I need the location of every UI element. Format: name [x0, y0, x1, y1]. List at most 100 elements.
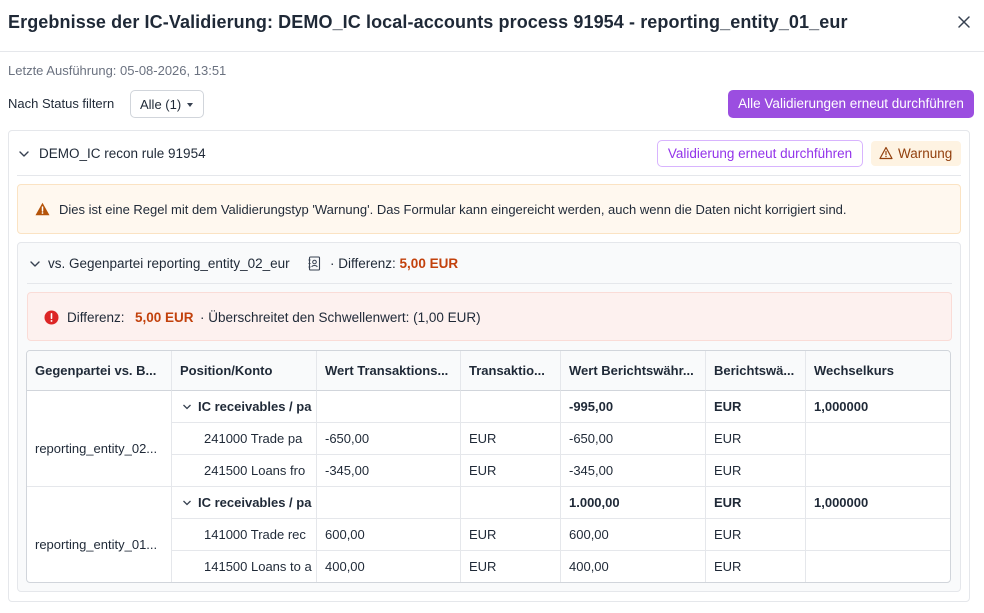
status-filter-select[interactable]: Alle (1) [130, 90, 204, 118]
table-cell: -650,00 [317, 423, 461, 455]
cell-text: EUR [469, 559, 497, 574]
divider [27, 283, 952, 284]
cell-text: IC receivables / pa [198, 495, 312, 510]
table-cell: EUR [461, 455, 561, 487]
table-cell [461, 391, 561, 423]
cell-text: 1.000,00 [569, 495, 620, 510]
cell-text: EUR [469, 527, 497, 542]
table-cell: EUR [706, 455, 806, 487]
column-header[interactable]: Gegenpartei vs. B... [27, 351, 172, 391]
position-group-cell[interactable]: IC receivables / pa [172, 391, 317, 423]
table-cell: EUR [706, 391, 806, 423]
table-cell [806, 455, 950, 487]
table-cell: -345,00 [561, 455, 706, 487]
table-cell: EUR [706, 519, 806, 551]
difference-label: · Differenz: [330, 256, 396, 271]
table-cell [806, 551, 950, 582]
column-header[interactable]: Wert Transaktions... [317, 351, 461, 391]
account-cell: 141000 Trade rec [172, 519, 317, 551]
column-header[interactable]: Transaktio... [461, 351, 561, 391]
table-cell: -995,00 [561, 391, 706, 423]
status-badge-label: Warnung [898, 146, 953, 161]
cell-text: -650,00 [569, 431, 614, 446]
error-circle-icon [44, 310, 59, 325]
difference-banner-value: 5,00 EUR [135, 310, 194, 325]
cell-text: 141000 Trade rec [204, 527, 306, 542]
cell-text: -345,00 [325, 463, 370, 478]
counterparty-difference: · Differenz: 5,00 EUR [330, 256, 458, 271]
cell-text: EUR [714, 399, 742, 414]
table-cell: -345,00 [317, 455, 461, 487]
cell-text: IC receivables / pa [198, 399, 312, 414]
dialog-header: Ergebnisse der IC-Validierung: DEMO_IC l… [0, 0, 984, 52]
cell-text: 400,00 [569, 559, 609, 574]
caret-down-icon [187, 103, 193, 107]
column-header[interactable]: Berichtswä... [706, 351, 806, 391]
table-cell: -650,00 [561, 423, 706, 455]
warning-banner: Dies ist eine Regel mit dem Validierungs… [17, 184, 961, 234]
dialog-title: Ergebnisse der IC-Validierung: DEMO_IC l… [8, 12, 848, 32]
status-badge: Warnung [871, 141, 961, 166]
cell-text: EUR [469, 463, 497, 478]
counterparty-entity-cell: reporting_entity_01... [27, 487, 172, 582]
table-cell: 1,000000 [806, 391, 950, 423]
rerun-all-button[interactable]: Alle Validierungen erneut durchführen [728, 90, 974, 118]
account-cell: 141500 Loans to a [172, 551, 317, 582]
position-group-cell[interactable]: IC receivables / pa [172, 487, 317, 519]
cell-text: EUR [714, 431, 742, 446]
warning-triangle-icon [35, 202, 50, 216]
cell-text: EUR [714, 463, 742, 478]
cell-text: EUR [469, 431, 497, 446]
counterparty-title: vs. Gegenpartei reporting_entity_02_eur [48, 256, 290, 271]
divider [17, 175, 961, 176]
cell-text: 1,000000 [814, 495, 869, 510]
table-cell [461, 487, 561, 519]
table-cell: 400,00 [317, 551, 461, 582]
counterparty-entity-cell: reporting_entity_02... [27, 391, 172, 487]
cell-text: 600,00 [569, 527, 609, 542]
cell-text: -650,00 [325, 431, 370, 446]
cell-text: 400,00 [325, 559, 365, 574]
account-cell: 241000 Trade pa [172, 423, 317, 455]
table-cell [806, 519, 950, 551]
table-cell [806, 423, 950, 455]
table-cell [317, 487, 461, 519]
table-cell: 600,00 [561, 519, 706, 551]
rule-name: DEMO_IC recon rule 91954 [39, 146, 206, 161]
column-header[interactable]: Wechselkurs [806, 351, 950, 391]
filter-label: Nach Status filtern [8, 96, 115, 111]
cell-text: 1,000000 [814, 399, 869, 414]
warning-triangle-icon [879, 146, 893, 160]
chevron-down-icon[interactable] [182, 498, 192, 508]
table-cell: EUR [706, 487, 806, 519]
cell-text: 600,00 [325, 527, 365, 542]
chevron-down-icon[interactable] [182, 402, 192, 412]
cell-text: 241500 Loans fro [204, 463, 306, 478]
cell-text: 241000 Trade pa [204, 431, 303, 446]
close-icon[interactable] [956, 14, 972, 30]
table-cell: EUR [461, 551, 561, 582]
table-cell: 1,000000 [806, 487, 950, 519]
column-header[interactable]: Wert Berichtswähr... [561, 351, 706, 391]
table-cell: EUR [461, 423, 561, 455]
difference-banner-label: Differenz: [67, 310, 125, 325]
table-cell [317, 391, 461, 423]
rerun-rule-button[interactable]: Validierung erneut durchführen [657, 140, 863, 167]
table-cell: EUR [706, 423, 806, 455]
difference-banner: Differenz: 5,00 EUR · Überschreitet den … [27, 292, 952, 341]
last-run-text: Letzte Ausführung: 05-08-2026, 13:51 [8, 63, 227, 78]
chevron-down-icon[interactable] [18, 148, 30, 160]
cell-text: 141500 Loans to a [204, 559, 312, 574]
table-cell: EUR [461, 519, 561, 551]
cell-text: EUR [714, 527, 742, 542]
table-cell: 1.000,00 [561, 487, 706, 519]
address-book-icon[interactable] [308, 256, 321, 271]
column-header[interactable]: Position/Konto [172, 351, 317, 391]
warning-banner-text: Dies ist eine Regel mit dem Validierungs… [59, 202, 847, 217]
cell-text: EUR [714, 495, 742, 510]
account-cell: 241500 Loans fro [172, 455, 317, 487]
cell-text: -345,00 [569, 463, 614, 478]
table-cell: 600,00 [317, 519, 461, 551]
chevron-down-icon[interactable] [29, 258, 41, 270]
status-filter-value: Alle (1) [140, 97, 182, 112]
